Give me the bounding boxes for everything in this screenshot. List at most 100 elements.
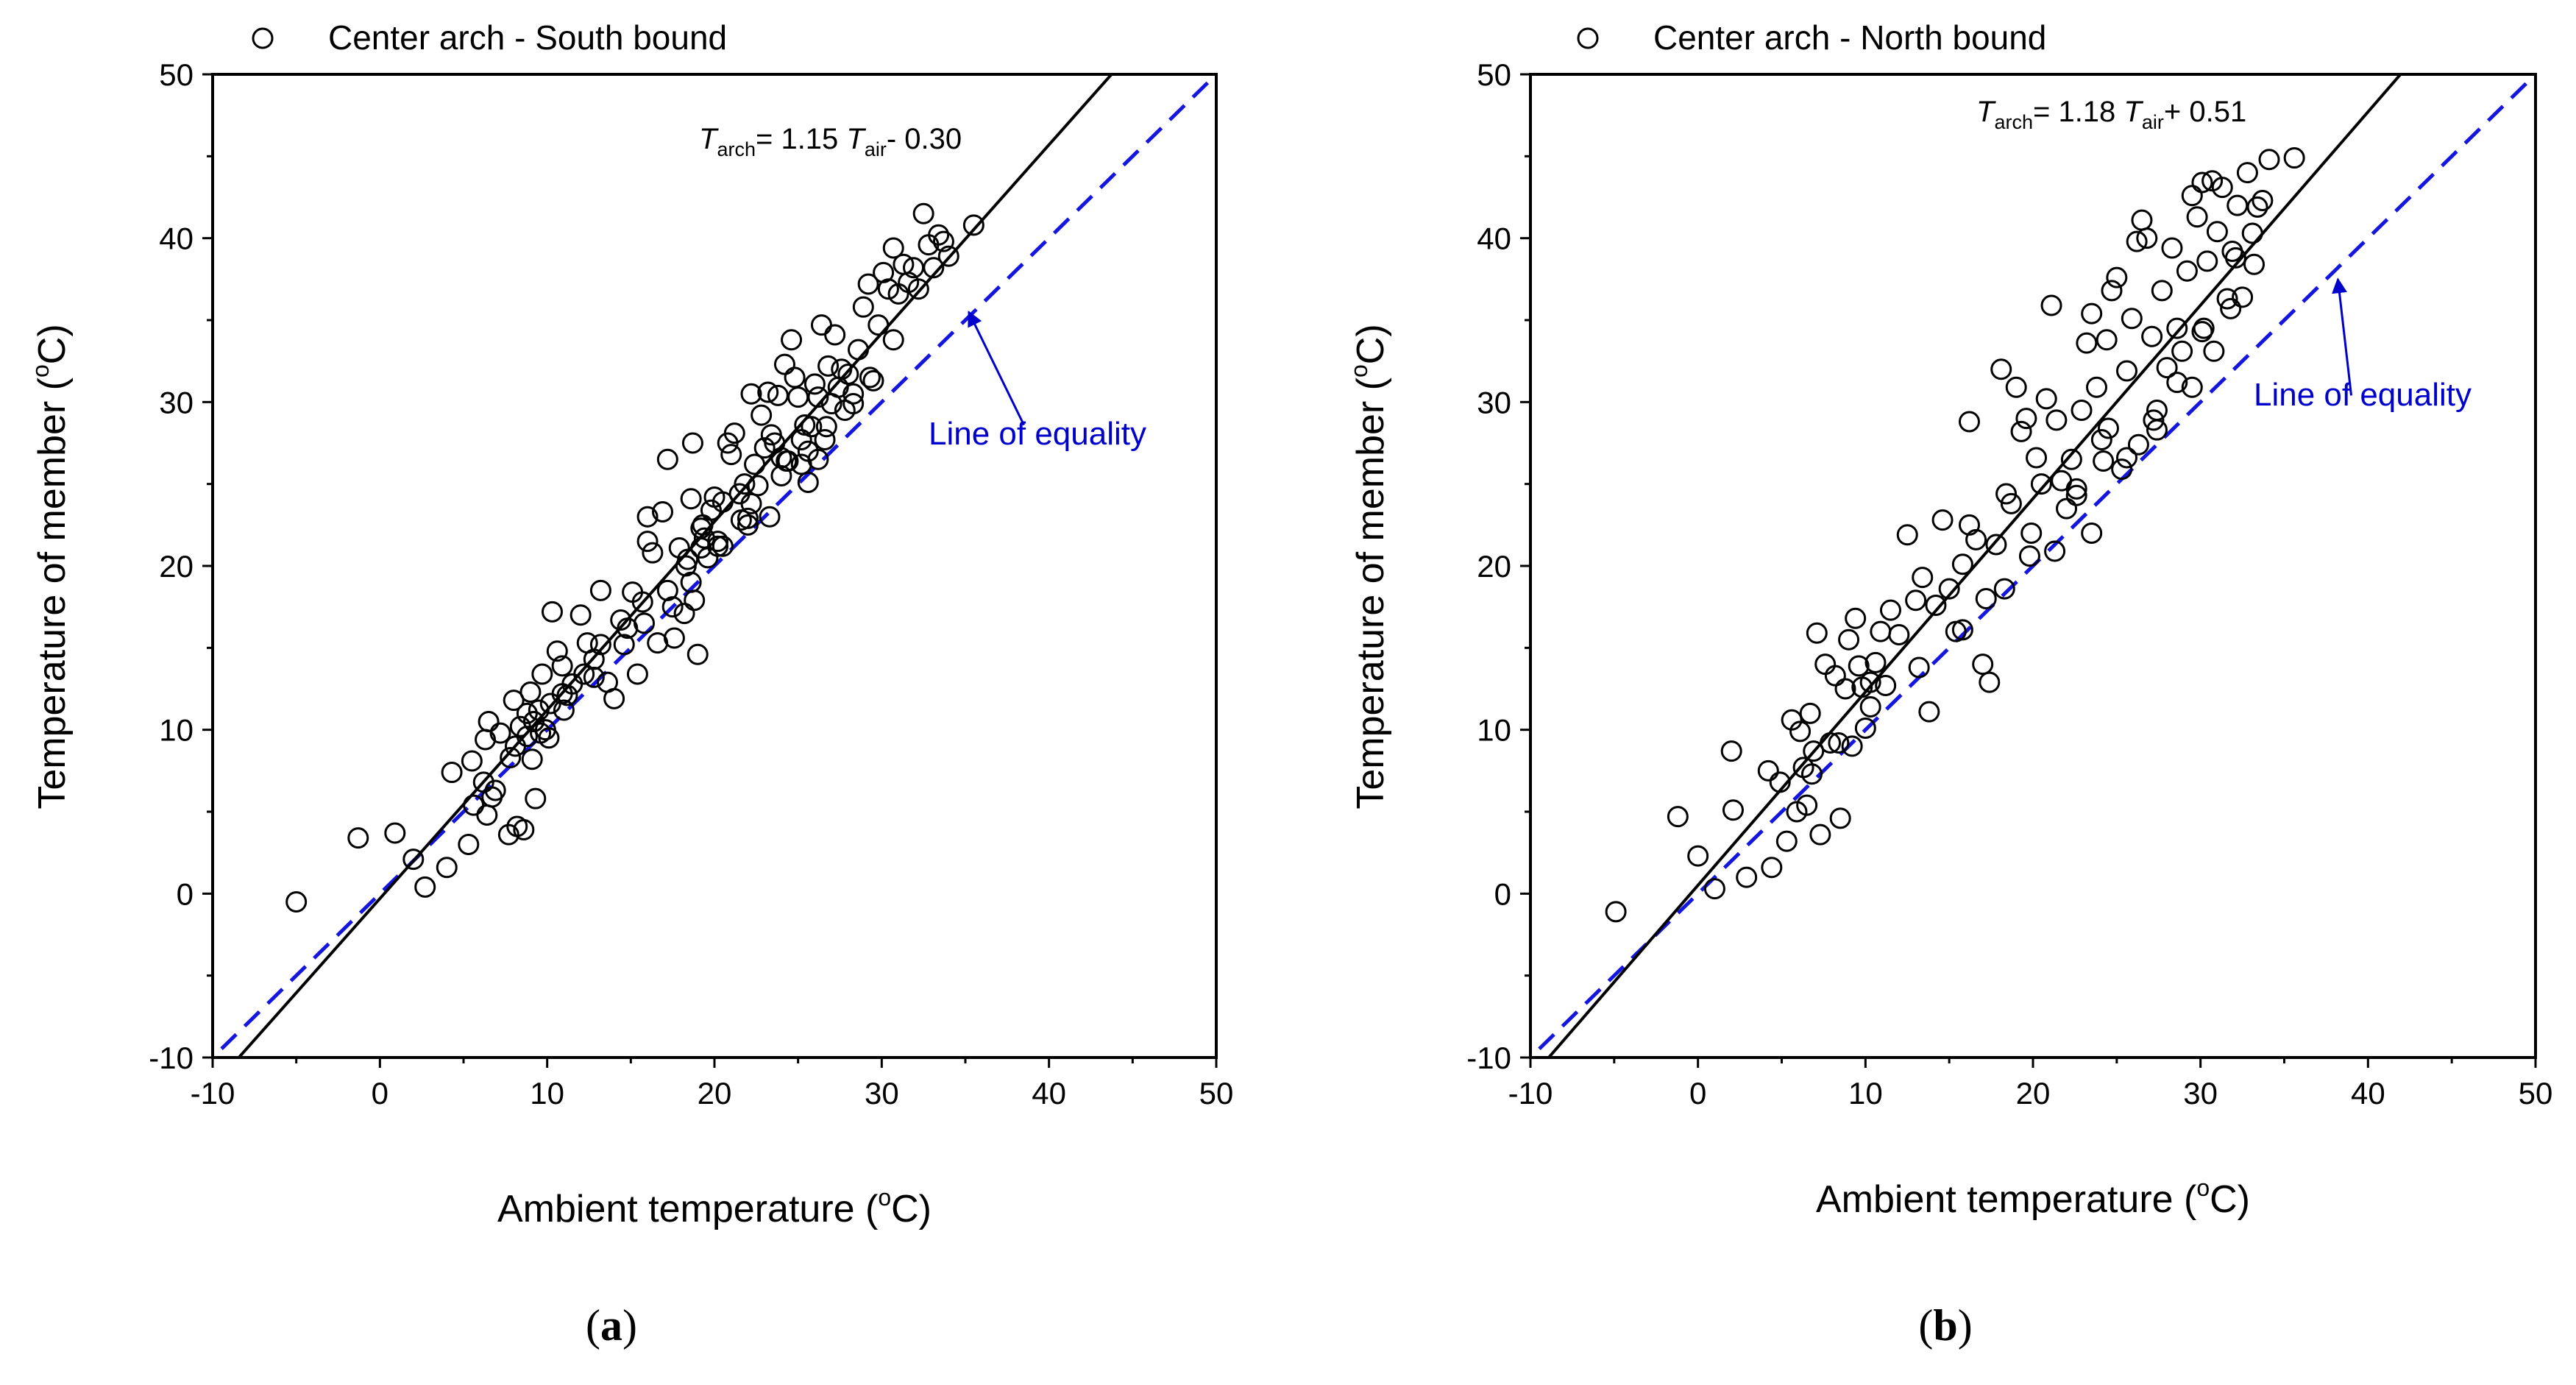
fit-equation: Tarch= 1.18 Tair+ 0.51	[1976, 96, 2246, 133]
data-point	[803, 373, 826, 395]
data-point	[603, 687, 625, 709]
data-point	[712, 535, 734, 557]
data-point	[2246, 196, 2268, 218]
data-point	[2232, 286, 2254, 308]
data-point	[873, 261, 895, 283]
y-tick-label: -10	[1466, 1041, 1511, 1075]
data-point	[1736, 866, 1758, 888]
y-axis-label: Temperature of member (oC)	[1346, 324, 1392, 809]
data-point	[661, 596, 684, 618]
data-point	[1908, 656, 1930, 679]
data-point	[770, 465, 792, 487]
lines	[1530, 74, 2536, 1058]
data-point	[2206, 221, 2228, 243]
data-point	[797, 471, 819, 493]
data-point	[642, 542, 664, 564]
data-point	[810, 314, 832, 336]
data-point	[2045, 409, 2068, 431]
equation-subscript: arch	[717, 138, 756, 160]
equation-symbol: T	[846, 123, 866, 155]
data-point	[2093, 450, 2115, 472]
data-point	[1824, 665, 1846, 687]
data-point	[837, 363, 859, 385]
line-of-equality	[213, 74, 1216, 1058]
data-point	[1958, 514, 1980, 536]
data-point	[1703, 878, 1725, 900]
data-point	[797, 440, 819, 462]
data-point	[1888, 624, 1910, 646]
data-point	[867, 314, 890, 336]
equation-symbol: T	[1976, 96, 1996, 128]
legend-label: Center arch - South bound	[328, 18, 727, 57]
data-point	[1912, 567, 1934, 589]
data-point	[2136, 227, 2158, 249]
data-point	[551, 683, 573, 705]
data-point	[1803, 740, 1825, 762]
data-point	[781, 329, 803, 351]
data-point	[686, 643, 709, 665]
data-point	[384, 822, 406, 844]
data-point	[937, 245, 959, 267]
data-point	[441, 762, 463, 784]
data-point	[1938, 578, 1960, 600]
chart-panel-a: Center arch - South bound -10 0 10 20 30 40 50…	[27, 18, 1233, 1350]
equation-mid: = 1.15	[756, 123, 846, 155]
data-point	[680, 488, 702, 510]
data-point	[2081, 522, 2103, 544]
data-point	[2015, 408, 2037, 430]
scatter-points	[285, 202, 984, 913]
data-point	[1769, 771, 1791, 793]
data-point	[962, 214, 984, 236]
data-point	[541, 601, 563, 623]
data-point	[461, 750, 483, 772]
data-point	[814, 429, 836, 451]
data-point	[1972, 653, 1994, 676]
data-point	[801, 416, 823, 438]
x-axis: -10 0 10 20 30 40 50	[1508, 1058, 2552, 1111]
lines	[213, 74, 1216, 1058]
data-point	[1775, 830, 1798, 852]
data-point	[751, 404, 773, 426]
data-point	[285, 890, 308, 913]
y-tick-label: 40	[1477, 222, 1511, 256]
legend: Center arch - North bound	[1577, 18, 2046, 57]
data-point	[862, 369, 884, 392]
data-point	[932, 230, 954, 252]
data-point	[1990, 358, 2012, 380]
data-point	[912, 202, 934, 224]
y-tick-label: 0	[177, 876, 194, 911]
data-point	[740, 383, 762, 405]
data-point	[636, 531, 659, 553]
y-tick-label: 30	[1477, 385, 1511, 419]
data-point	[489, 722, 511, 744]
data-point	[2026, 447, 2048, 469]
data-point	[1687, 845, 1709, 867]
data-point	[583, 666, 605, 688]
data-point	[747, 475, 769, 497]
data-point	[2166, 372, 2188, 394]
annotation-arrow	[968, 310, 1025, 426]
data-point	[1925, 594, 1947, 616]
data-point	[1848, 655, 1870, 677]
data-point	[402, 849, 425, 871]
data-point	[923, 257, 945, 279]
data-point	[347, 827, 369, 849]
data-point	[414, 876, 436, 898]
y-tick-label: 40	[159, 222, 194, 256]
data-point	[675, 555, 697, 577]
y-tick-label: 30	[159, 385, 194, 419]
data-point	[1918, 701, 1940, 723]
data-point	[807, 386, 829, 408]
data-point	[1931, 509, 1954, 531]
data-point	[500, 747, 522, 769]
data-point	[2131, 209, 2153, 231]
x-tick-label: 0	[1689, 1076, 1706, 1111]
data-point	[2127, 433, 2149, 456]
data-point	[2211, 177, 2233, 199]
data-point	[2035, 388, 2057, 410]
data-point	[2143, 409, 2165, 431]
chart-panel-b: Center arch - North bound -10 0 10 20 30 40 50…	[1346, 18, 2552, 1350]
data-point	[573, 663, 595, 685]
data-point	[2171, 340, 2193, 362]
regression-line	[236, 74, 1114, 1058]
